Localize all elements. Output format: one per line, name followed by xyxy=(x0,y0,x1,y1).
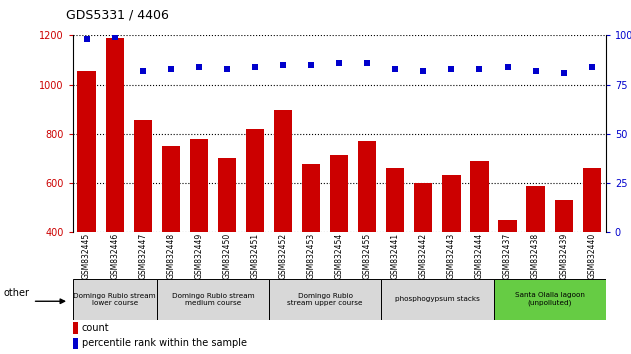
Bar xyxy=(105,38,124,232)
Text: GSM832437: GSM832437 xyxy=(503,233,512,279)
Point xyxy=(558,70,569,75)
Point xyxy=(418,68,428,74)
Text: GDS5331 / 4406: GDS5331 / 4406 xyxy=(66,8,169,21)
Bar xyxy=(156,279,269,320)
Text: phosphogypsum stacks: phosphogypsum stacks xyxy=(395,296,480,302)
Bar xyxy=(498,219,517,232)
Bar xyxy=(470,161,488,232)
Point xyxy=(166,66,176,72)
Text: Domingo Rubio
stream upper course: Domingo Rubio stream upper course xyxy=(287,293,363,306)
Point xyxy=(362,60,372,66)
Text: GSM832449: GSM832449 xyxy=(194,233,203,279)
Bar xyxy=(73,279,156,320)
Text: GSM832453: GSM832453 xyxy=(307,233,316,279)
Point xyxy=(531,68,541,74)
Point xyxy=(110,35,120,40)
Text: GSM832445: GSM832445 xyxy=(82,233,91,279)
Bar xyxy=(526,187,545,232)
Bar xyxy=(358,142,376,232)
Text: GSM832444: GSM832444 xyxy=(475,233,484,279)
Bar xyxy=(330,155,348,232)
Point xyxy=(502,64,512,70)
Text: GSM832454: GSM832454 xyxy=(334,233,344,279)
Text: GSM832443: GSM832443 xyxy=(447,233,456,279)
Text: Santa Olalla lagoon
(unpolluted): Santa Olalla lagoon (unpolluted) xyxy=(515,292,584,306)
Text: GSM832450: GSM832450 xyxy=(222,233,232,279)
Bar xyxy=(78,71,96,232)
Bar xyxy=(269,279,381,320)
Text: GSM832438: GSM832438 xyxy=(531,233,540,279)
Text: GSM832440: GSM832440 xyxy=(587,233,596,279)
Point xyxy=(334,60,345,66)
Bar xyxy=(134,120,152,232)
Point xyxy=(587,64,597,70)
Text: GSM832441: GSM832441 xyxy=(391,233,400,279)
Bar xyxy=(386,167,404,232)
Bar xyxy=(73,337,78,349)
Bar xyxy=(73,322,78,334)
Text: Domingo Rubio stream
medium course: Domingo Rubio stream medium course xyxy=(172,293,254,306)
Bar xyxy=(246,129,264,232)
Bar xyxy=(274,110,292,232)
Text: GSM832452: GSM832452 xyxy=(278,233,288,279)
Point xyxy=(194,64,204,70)
Bar xyxy=(582,167,601,232)
Point xyxy=(250,64,260,70)
Text: percentile rank within the sample: percentile rank within the sample xyxy=(81,338,247,348)
Text: GSM832455: GSM832455 xyxy=(363,233,372,279)
Bar xyxy=(162,147,180,232)
Bar xyxy=(414,183,432,232)
Bar xyxy=(493,279,606,320)
Point xyxy=(222,66,232,72)
Point xyxy=(138,68,148,74)
Text: Domingo Rubio stream
lower course: Domingo Rubio stream lower course xyxy=(73,293,156,306)
Point xyxy=(306,62,316,68)
Text: GSM832439: GSM832439 xyxy=(559,233,568,279)
Bar xyxy=(555,200,573,232)
Point xyxy=(390,66,400,72)
Bar xyxy=(190,138,208,232)
Text: other: other xyxy=(4,288,30,298)
Bar xyxy=(381,279,493,320)
Point xyxy=(81,36,91,42)
Point xyxy=(475,66,485,72)
Text: GSM832442: GSM832442 xyxy=(419,233,428,279)
Point xyxy=(278,62,288,68)
Text: GSM832451: GSM832451 xyxy=(251,233,259,279)
Point xyxy=(446,66,456,72)
Bar xyxy=(218,158,236,232)
Bar xyxy=(302,164,320,232)
Text: GSM832446: GSM832446 xyxy=(110,233,119,279)
Bar xyxy=(442,175,461,232)
Text: count: count xyxy=(81,323,109,333)
Text: GSM832447: GSM832447 xyxy=(138,233,147,279)
Text: GSM832448: GSM832448 xyxy=(167,233,175,279)
